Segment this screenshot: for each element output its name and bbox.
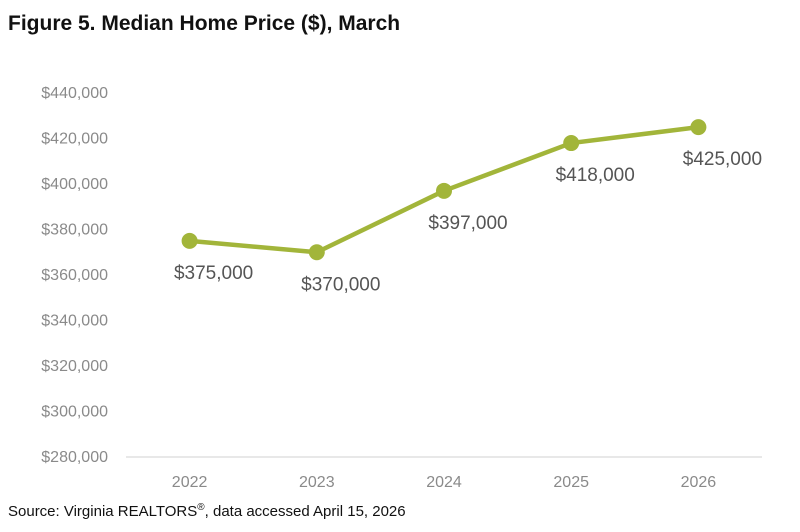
y-tick-label: $400,000 bbox=[41, 176, 108, 193]
y-tick-label: $440,000 bbox=[41, 85, 108, 102]
source-note: Source: Virginia REALTORS®, data accesse… bbox=[8, 502, 406, 520]
line-chart: $280,000 $300,000 $320,000 $340,000 $360,000… bbox=[41, 85, 762, 491]
y-tick-label: $300,000 bbox=[41, 404, 108, 421]
y-tick-label: $360,000 bbox=[41, 267, 108, 284]
y-tick-label: $320,000 bbox=[41, 358, 108, 375]
x-tick-label: 2023 bbox=[299, 474, 335, 491]
data-label: $370,000 bbox=[301, 274, 380, 295]
x-axis-ticks: 2022 2023 2024 2025 2026 bbox=[172, 474, 716, 491]
registered-mark: ® bbox=[197, 502, 205, 513]
y-tick-label: $340,000 bbox=[41, 313, 108, 330]
y-tick-label: $380,000 bbox=[41, 222, 108, 239]
data-label: $375,000 bbox=[174, 263, 253, 284]
x-tick-label: 2025 bbox=[553, 474, 589, 491]
x-tick-label: 2022 bbox=[172, 474, 208, 491]
data-points bbox=[181, 119, 707, 261]
source-suffix: , data accessed April 15, 2026 bbox=[204, 503, 406, 520]
data-labels: $375,000 $370,000 $397,000 $418,000 $425,000 bbox=[174, 149, 762, 295]
chart-title: Figure 5. Median Home Price ($), March bbox=[8, 12, 401, 35]
data-point bbox=[181, 232, 198, 249]
y-axis-ticks: $280,000 $300,000 $320,000 $340,000 $360,000… bbox=[41, 85, 108, 466]
data-point bbox=[308, 244, 325, 261]
data-point bbox=[563, 135, 580, 152]
data-point bbox=[436, 182, 452, 199]
data-label: $425,000 bbox=[683, 149, 762, 170]
data-point bbox=[690, 119, 707, 136]
data-label: $418,000 bbox=[556, 165, 635, 186]
source-prefix: Source: Virginia REALTORS bbox=[8, 503, 198, 520]
y-tick-label: $420,000 bbox=[41, 131, 108, 148]
x-tick-label: 2024 bbox=[426, 474, 462, 491]
y-tick-label: $280,000 bbox=[41, 449, 108, 466]
data-label: $397,000 bbox=[428, 213, 507, 234]
x-tick-label: 2026 bbox=[681, 474, 717, 491]
